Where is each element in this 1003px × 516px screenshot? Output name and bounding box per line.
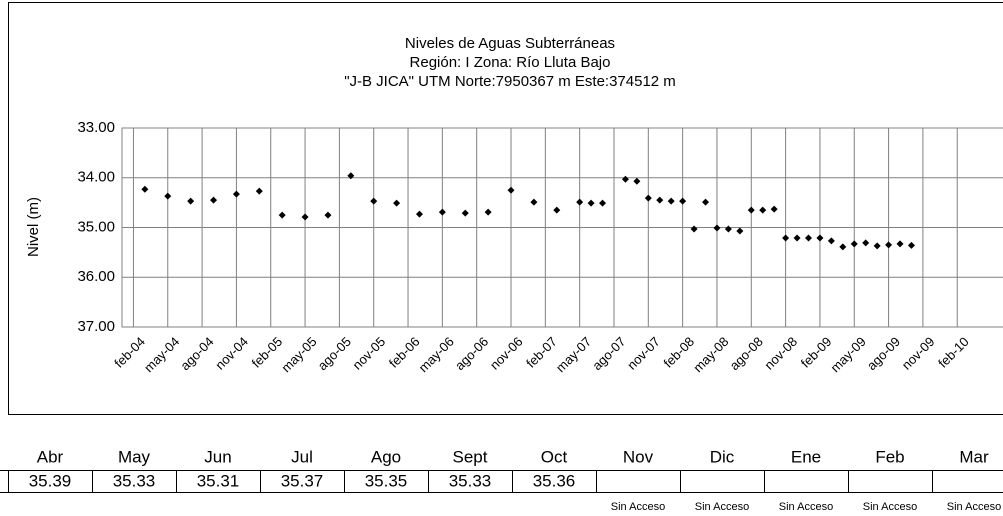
- data-point: [587, 199, 595, 207]
- y-tick-label: 34.00: [77, 169, 115, 186]
- data-point: [885, 241, 893, 249]
- table-value: 35.37: [281, 471, 324, 490]
- table-header: Abr: [37, 447, 64, 466]
- data-point: [679, 197, 687, 205]
- data-point: [804, 234, 812, 242]
- data-point: [816, 234, 824, 242]
- data-point: [141, 185, 149, 193]
- data-point: [873, 242, 881, 250]
- data-point: [724, 225, 732, 233]
- data-point: [507, 186, 515, 194]
- table-value: 35.36: [533, 471, 576, 490]
- table-header: Mar: [959, 447, 989, 466]
- table-header: Ago: [371, 447, 401, 466]
- table-header: Jun: [204, 447, 231, 466]
- table-header: May: [118, 447, 151, 466]
- data-point: [827, 237, 835, 245]
- data-point: [484, 208, 492, 216]
- data-point: [553, 206, 561, 214]
- data-point: [850, 240, 858, 248]
- data-point: [530, 198, 538, 206]
- data-point: [793, 234, 801, 242]
- data-point: [907, 241, 915, 249]
- data-point: [759, 206, 767, 214]
- chart-frame: [8, 2, 1003, 415]
- data-point: [438, 208, 446, 216]
- data-point: [347, 172, 355, 180]
- table-value: 35.31: [197, 471, 240, 490]
- data-point: [862, 239, 870, 247]
- table-header: Nov: [623, 447, 654, 466]
- chart-title: Niveles de Aguas Subterráneas: [405, 35, 615, 52]
- data-point: [164, 192, 172, 200]
- data-point: [782, 234, 790, 242]
- data-point: [667, 197, 675, 205]
- data-point: [633, 177, 641, 185]
- data-point: [461, 209, 469, 217]
- table-note: Sin Acceso: [695, 501, 749, 513]
- table-header: Dic: [710, 447, 735, 466]
- data-point: [255, 187, 263, 195]
- table-value: 35.33: [113, 471, 156, 490]
- y-tick-label: 33.00: [77, 119, 115, 136]
- table-value: 35.39: [29, 471, 72, 490]
- y-tick-label: 36.00: [77, 268, 115, 285]
- chart-title: Región: I Zona: Río Lluta Bajo: [410, 54, 611, 71]
- data-point: [656, 196, 664, 204]
- data-point: [278, 211, 286, 219]
- table-header: Feb: [875, 447, 904, 466]
- chart-title: "J-B JICA" UTM Norte:7950367 m Este:3745…: [344, 73, 676, 90]
- y-tick-label: 35.00: [77, 218, 115, 235]
- table-value: 35.35: [365, 471, 408, 490]
- data-point: [736, 227, 744, 235]
- data-point: [599, 199, 607, 207]
- table-note: Sin Acceso: [863, 501, 917, 513]
- y-axis-label: Nivel (m): [25, 197, 42, 257]
- data-point: [713, 224, 721, 232]
- data-point: [644, 194, 652, 202]
- data-point: [702, 198, 710, 206]
- data-point: [301, 213, 309, 221]
- data-point: [232, 190, 240, 198]
- table-header: Jul: [291, 447, 313, 466]
- data-point: [210, 196, 218, 204]
- table-header: Ene: [791, 447, 821, 466]
- table-note: Sin Acceso: [779, 501, 833, 513]
- plot-area: [121, 127, 1003, 328]
- data-point: [896, 240, 904, 248]
- table-header: Oct: [541, 447, 568, 466]
- table-header: Sept: [453, 447, 488, 466]
- data-point: [839, 243, 847, 251]
- table-note: Sin Acceso: [947, 501, 1001, 513]
- data-point: [324, 211, 332, 219]
- table-value: 35.33: [449, 471, 492, 490]
- data-point: [370, 197, 378, 205]
- table-note: Sin Acceso: [611, 501, 665, 513]
- data-point: [747, 206, 755, 214]
- data-point: [770, 205, 778, 213]
- data-point: [621, 175, 629, 183]
- data-point: [393, 199, 401, 207]
- y-tick-label: 37.00: [77, 318, 115, 335]
- data-point: [576, 198, 584, 206]
- data-point: [690, 225, 698, 233]
- data-point: [187, 197, 195, 205]
- data-point: [415, 210, 423, 218]
